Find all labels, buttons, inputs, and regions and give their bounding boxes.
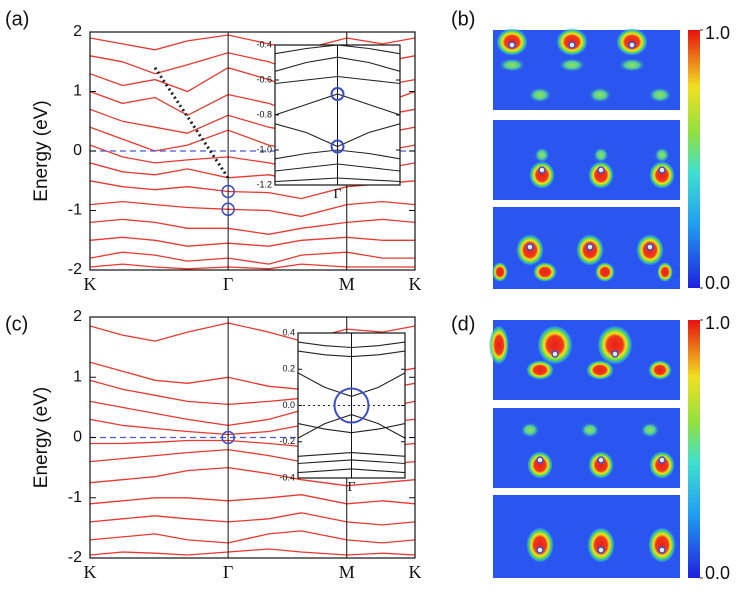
x-tick-label: M (339, 274, 355, 294)
y-tick-label: 2 (73, 308, 82, 325)
colorbar-scale (688, 320, 700, 578)
band (90, 236, 415, 247)
x-tick-label: K (409, 562, 422, 582)
band (90, 466, 415, 487)
panel-label: (b) (451, 8, 475, 30)
inset-y-tick-label: -0.6 (256, 74, 272, 84)
inset-plot: Γ -0.4 -0.6 -0.8 -1.0 -1.2 (256, 39, 401, 202)
inset-y-tick-label: -1.0 (256, 144, 272, 154)
inset-y-tick-label: -0.8 (256, 109, 272, 119)
density-strip (493, 495, 680, 578)
density-strip (493, 120, 680, 200)
band (90, 200, 415, 218)
inset-y-tick-label: 0.4 (282, 327, 295, 337)
inset-y-tick-label: -1.2 (256, 179, 272, 189)
plot-frame (274, 44, 401, 186)
colorbar-scale (688, 30, 700, 288)
inset-y-tick-label: -0.4 (256, 39, 272, 49)
plot-frame (297, 332, 406, 479)
y-axis-label: Energy (eV) (31, 387, 52, 488)
bands (90, 322, 415, 556)
band (90, 218, 415, 235)
y-tick-label: -2 (68, 549, 82, 566)
band (90, 494, 415, 505)
panel-label: (a) (5, 8, 29, 30)
plot-frame (89, 31, 416, 271)
state-marker (330, 139, 345, 154)
x-tick-label: K (409, 274, 422, 294)
x-tick-label: Γ (223, 274, 233, 294)
x-tick-label: K (84, 274, 97, 294)
x-tick-label: K (84, 562, 97, 582)
colorbar-tick-label: 1.0 (705, 313, 730, 333)
state-marker (221, 184, 235, 199)
inset-y-tick-label: -0.4 (279, 472, 295, 482)
y-tick-label: 2 (73, 23, 82, 40)
y-tick-label: 0 (73, 142, 82, 159)
inset-plot: Γ 0.4 0.2 0.0 -0.2 -0.4 (279, 327, 406, 495)
inset-x-tick-label: Γ (347, 480, 355, 495)
x-tick-label: Γ (223, 562, 233, 582)
band (90, 322, 415, 342)
colorbar-tick-label: 0.0 (705, 563, 730, 583)
band (90, 530, 415, 544)
inset-x-tick-label: Γ (333, 187, 341, 202)
density-strip (493, 320, 680, 400)
inset-y-tick-label: -0.2 (279, 436, 295, 446)
y-tick-label: 0 (73, 429, 82, 446)
y-tick-label: 1 (73, 368, 82, 385)
panel-label: (d) (451, 313, 475, 335)
band (90, 548, 415, 556)
state-marker (330, 87, 345, 101)
band (90, 34, 415, 51)
colorbar: 1.0 0.0 (688, 313, 730, 583)
density-strip (493, 408, 680, 488)
state-marker (221, 202, 235, 217)
band (90, 263, 415, 270)
y-tick-label: -1 (68, 489, 82, 506)
colorbar-tick-label: 1.0 (705, 23, 730, 43)
band (275, 45, 400, 55)
y-axis-label: Energy (eV) (31, 100, 52, 201)
state-marker (221, 430, 235, 445)
reference-line (153, 66, 230, 179)
band (90, 512, 415, 526)
inset-y-tick-label: 0.2 (282, 364, 295, 374)
y-tick-label: -2 (68, 261, 82, 278)
band (90, 251, 415, 265)
panel-label: (c) (5, 313, 28, 335)
atoms (508, 41, 666, 554)
y-tick-label: -1 (68, 202, 82, 219)
colorbar-tick-label: 0.0 (705, 273, 730, 293)
plot-frame (89, 316, 416, 559)
state-marker (333, 387, 370, 424)
x-tick-label: M (339, 562, 355, 582)
colorbar: 1.0 0.0 (688, 23, 730, 293)
density-maps (489, 28, 680, 578)
inset-y-tick-label: 0.0 (282, 400, 295, 410)
y-tick-label: 1 (73, 83, 82, 100)
